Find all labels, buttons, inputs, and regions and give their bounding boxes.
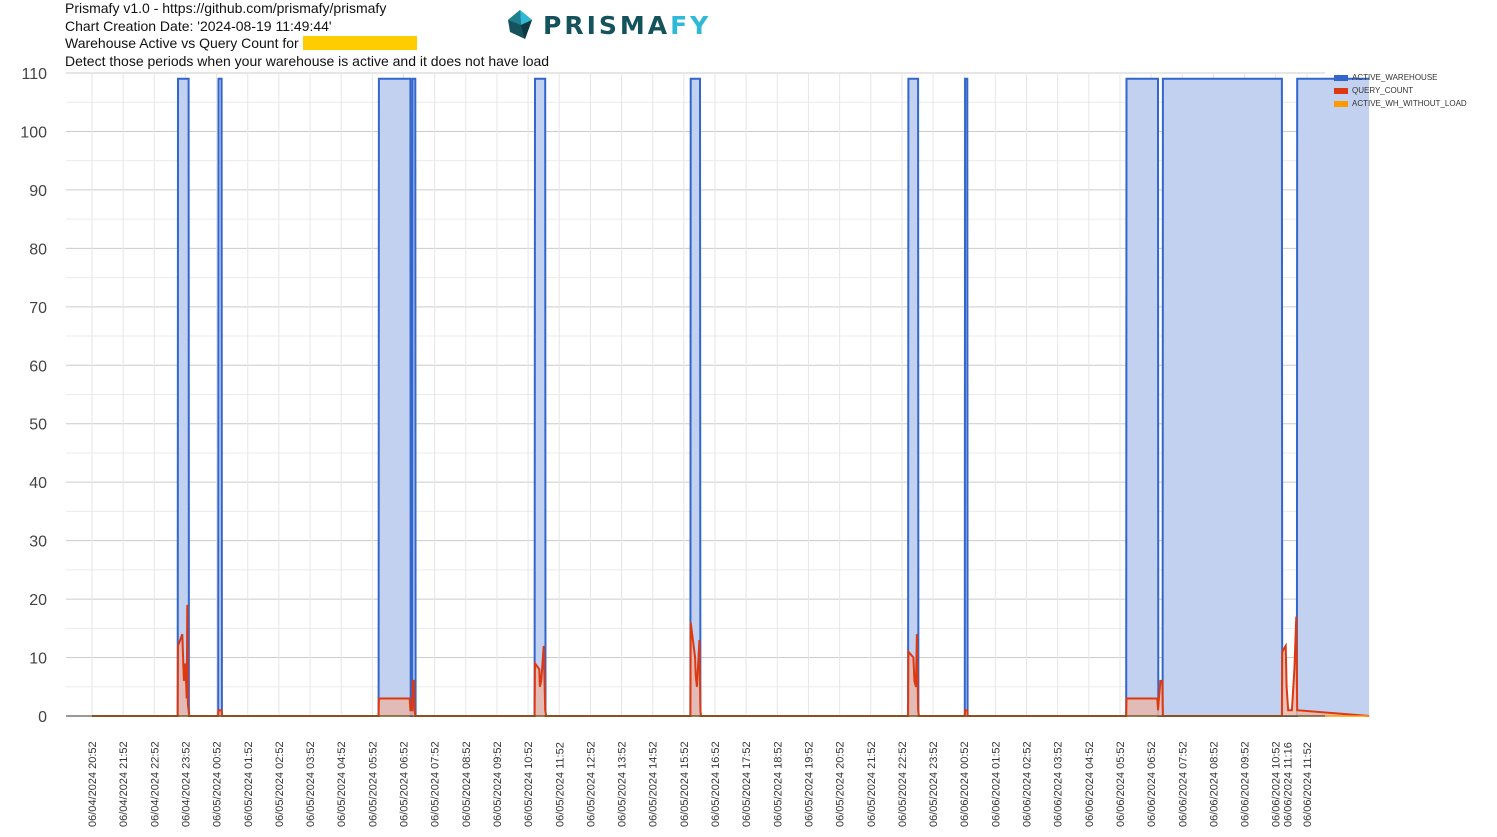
y-tick-label: 80	[29, 241, 47, 258]
header-line-subject: Warehouse Active vs Query Count for	[65, 35, 549, 53]
header-subject-text: Warehouse Active vs Query Count for	[65, 35, 299, 51]
legend-label: ACTIVE_WH_WITHOUT_LOAD	[1352, 99, 1467, 108]
active-warehouse-area	[92, 78, 1370, 717]
chart-header: Prismafy v1.0 - https://github.com/prism…	[65, 0, 549, 70]
legend-item: QUERY_COUNT	[1334, 84, 1467, 97]
x-tick-label: 06/05/2024 08:52	[461, 741, 473, 827]
active-warehouse-line	[92, 77, 1370, 717]
x-tick-label: 06/06/2024 04:52	[1084, 741, 1096, 827]
x-axis: 06/04/2024 20:52 06/04/2024 21:52 06/04/20…	[66, 715, 1325, 827]
x-tick-label: 06/05/2024 17:52	[741, 741, 753, 827]
x-tick-label: 06/06/2024 07:52	[1177, 741, 1189, 827]
x-tick-label: 06/05/2024 03:52	[305, 741, 317, 827]
x-tick-label: 06/04/2024 22:52	[149, 741, 161, 827]
header-line-version: Prismafy v1.0 - https://github.com/prism…	[65, 0, 387, 16]
x-tick-label: 06/05/2024 12:52	[585, 741, 597, 827]
x-tick-label: 06/06/2024 06:52	[1146, 741, 1158, 827]
x-tick-label: 06/04/2024 23:52	[180, 741, 192, 827]
y-tick-label: 40	[29, 475, 47, 492]
x-tick-label: 06/06/2024 11:16	[1283, 742, 1295, 827]
header-line-creation-date: Chart Creation Date: '2024-08-19 11:49:4…	[65, 17, 332, 34]
x-tick-label: 06/05/2024 19:52	[803, 741, 815, 827]
legend-label: ACTIVE_WAREHOUSE	[1352, 73, 1438, 82]
x-tick-label: 06/06/2024 02:52	[1022, 741, 1034, 827]
x-tick-label: 06/04/2024 20:52	[87, 741, 99, 827]
x-tick-label: 06/05/2024 07:52	[430, 741, 442, 827]
x-tick-label: 06/05/2024 16:52	[710, 741, 722, 827]
x-tick-label: 06/05/2024 13:52	[617, 741, 629, 827]
x-tick-label: 06/05/2024 02:52	[274, 741, 286, 827]
x-tick-label: 06/05/2024 14:52	[648, 741, 660, 827]
x-tick-label: 06/05/2024 22:52	[897, 741, 909, 827]
x-tick-label: 06/06/2024 08:52	[1208, 741, 1220, 827]
x-tick-label: 06/05/2024 05:52	[367, 741, 379, 827]
legend-swatch	[1334, 100, 1348, 107]
x-tick-label: 06/05/2024 01:52	[243, 741, 255, 827]
y-tick-label: 20	[29, 592, 47, 609]
y-tick-label: 30	[29, 534, 47, 551]
legend-item: ACTIVE_WH_WITHOUT_LOAD	[1334, 97, 1467, 110]
legend-swatch	[1334, 87, 1348, 94]
legend-item: ACTIVE_WAREHOUSE	[1334, 71, 1467, 84]
y-tick-label: 110	[21, 66, 47, 83]
y-tick-label: 90	[29, 183, 47, 200]
prismafy-logo: PRISMAFY	[505, 8, 708, 42]
x-tick-label: 06/06/2024 03:52	[1053, 741, 1065, 827]
x-tick-label: 06/05/2024 06:52	[399, 741, 411, 827]
y-axis: 0 10 20 30 40 50 60 70 80 90 100 110	[20, 66, 47, 726]
legend-swatch	[1334, 74, 1348, 81]
header-line-description: Detect those periods when your warehouse…	[65, 52, 550, 69]
x-tick-label: 06/05/2024 09:52	[492, 741, 504, 827]
x-tick-label: 06/05/2024 18:52	[772, 741, 784, 827]
x-tick-label: 06/04/2024 21:52	[118, 741, 130, 827]
y-tick-label: 60	[29, 358, 47, 375]
prism-logo-icon	[508, 10, 532, 39]
redacted-warehouse-name	[302, 36, 417, 50]
logo-wordmark-main: PRISMA	[543, 11, 671, 40]
legend-label: QUERY_COUNT	[1352, 86, 1414, 95]
y-tick-label: 10	[29, 651, 47, 668]
chart-legend: ACTIVE_WAREHOUSE QUERY_COUNT ACTIVE_WH_WIT…	[1334, 71, 1467, 110]
x-tick-label: 06/06/2024 10:52	[1271, 741, 1283, 827]
x-tick-label: 06/06/2024 05:52	[1115, 741, 1127, 827]
y-tick-label: 100	[20, 124, 47, 141]
x-tick-label: 06/06/2024 09:52	[1240, 741, 1252, 827]
x-tick-label: 06/05/2024 21:52	[866, 741, 878, 827]
series-active-warehouse	[92, 77, 1370, 717]
x-tick-label: 06/05/2024 11:52	[554, 742, 566, 827]
x-tick-label: 06/06/2024 01:52	[990, 741, 1002, 827]
y-tick-label: 70	[29, 300, 47, 317]
y-tick-label: 0	[38, 709, 47, 726]
x-tick-label: 06/05/2024 20:52	[835, 741, 847, 827]
logo-wordmark-accent: FY	[670, 11, 712, 40]
x-tick-label: 06/05/2024 15:52	[679, 741, 691, 827]
x-tick-label: 06/05/2024 23:52	[928, 741, 940, 827]
logo-wordmark: PRISMAFY	[543, 11, 711, 40]
y-tick-label: 50	[29, 417, 47, 434]
x-tick-label: 06/05/2024 00:52	[212, 741, 224, 827]
x-tick-label: 06/05/2024 04:52	[336, 741, 348, 827]
x-tick-label: 06/06/2024 00:52	[959, 741, 971, 827]
x-tick-label: 06/05/2024 10:52	[523, 741, 535, 827]
x-tick-label: 06/06/2024 11:52	[1302, 742, 1314, 827]
